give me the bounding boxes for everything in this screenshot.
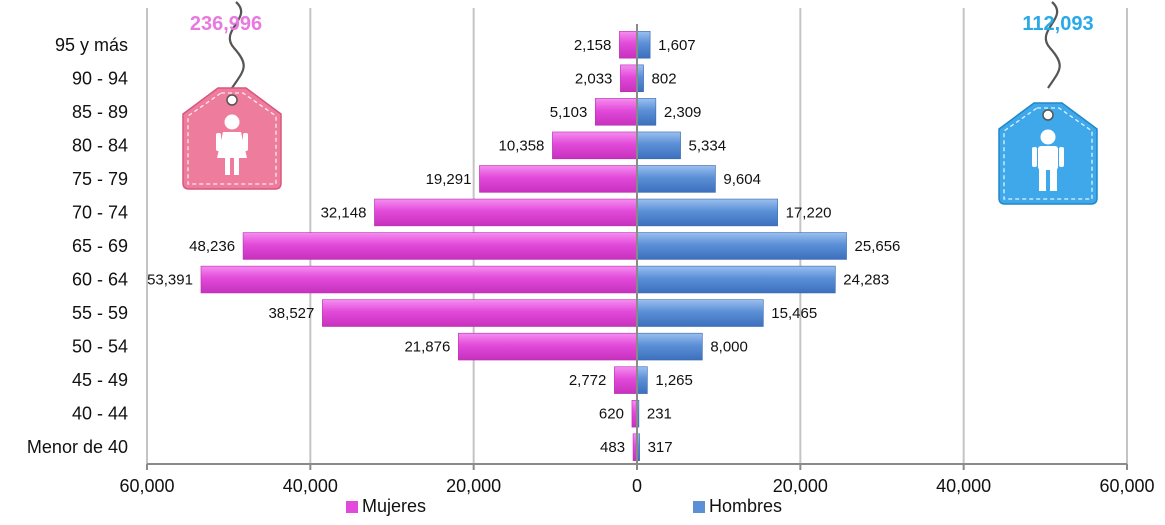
bar-hombres xyxy=(636,232,847,260)
category-label: 60 - 64 xyxy=(72,270,128,290)
value-label-hombres: 8,000 xyxy=(710,339,748,356)
woman-leg xyxy=(234,157,239,175)
value-label-mujeres: 2,158 xyxy=(574,37,612,54)
value-label-mujeres: 2,033 xyxy=(575,70,613,87)
man-leg xyxy=(1050,169,1057,191)
bar-mujeres xyxy=(552,131,638,160)
bar-hombres xyxy=(636,31,651,59)
value-label-hombres: 1,607 xyxy=(658,37,696,54)
value-label-hombres: 317 xyxy=(648,439,673,456)
value-label-mujeres: 483 xyxy=(600,439,625,456)
woman-arm xyxy=(243,133,248,151)
value-label-mujeres: 5,103 xyxy=(550,104,588,121)
value-label-hombres: 231 xyxy=(647,406,672,423)
value-label-mujeres: 2,772 xyxy=(569,372,607,389)
value-label-mujeres: 48,236 xyxy=(189,238,235,255)
category-label: 40 - 44 xyxy=(72,404,128,424)
bar-hombres xyxy=(636,98,657,126)
value-label-mujeres: 620 xyxy=(599,406,624,423)
value-label-hombres: 25,656 xyxy=(855,238,901,255)
bar-mujeres xyxy=(242,232,638,260)
x-tick-label: 60,000 xyxy=(1099,476,1154,496)
man-arm xyxy=(1032,147,1037,167)
woman-arm xyxy=(216,133,221,151)
value-label-mujeres: 10,358 xyxy=(499,137,545,154)
category-label: 85 - 89 xyxy=(72,102,128,122)
bar-hombres xyxy=(636,299,764,327)
value-label-hombres: 15,465 xyxy=(771,305,817,322)
woman-head xyxy=(224,114,240,130)
tag-stitching xyxy=(187,92,277,185)
category-label: 80 - 84 xyxy=(72,135,128,155)
woman-leg xyxy=(225,157,230,175)
x-tick-label: 40,000 xyxy=(936,476,991,496)
tag-string xyxy=(228,1,245,89)
value-label-hombres: 24,283 xyxy=(843,272,889,289)
bar-hombres xyxy=(636,165,716,193)
category-label: 75 - 79 xyxy=(72,169,128,189)
category-label: 65 - 69 xyxy=(72,236,128,256)
category-label: Menor de 40 xyxy=(27,437,128,457)
bar-mujeres xyxy=(322,299,638,327)
man-arm xyxy=(1059,147,1064,167)
x-tick-label: 20,000 xyxy=(446,476,501,496)
value-label-hombres: 5,334 xyxy=(689,137,727,154)
female-price-tag-icon: 236,996 xyxy=(182,1,282,190)
bar-mujeres xyxy=(614,366,638,394)
legend-label-mujeres: Mujeres xyxy=(362,496,426,516)
value-label-mujeres: 21,876 xyxy=(404,339,450,356)
value-label-hombres: 9,604 xyxy=(723,171,761,188)
tag-hole xyxy=(226,94,238,106)
tag-string xyxy=(1044,1,1061,89)
bar-hombres xyxy=(636,366,648,394)
category-label: 70 - 74 xyxy=(72,202,128,222)
value-label-hombres: 802 xyxy=(652,70,677,87)
bar-hombres xyxy=(636,265,836,294)
man-head xyxy=(1040,129,1056,145)
bar-mujeres xyxy=(620,64,638,93)
legend-swatch-hombres xyxy=(693,501,705,513)
value-label-hombres: 17,220 xyxy=(786,204,832,221)
female-price-tag-total: 236,996 xyxy=(190,13,262,35)
category-label: 90 - 94 xyxy=(72,68,128,88)
value-label-mujeres: 32,148 xyxy=(321,204,367,221)
value-label-mujeres: 38,527 xyxy=(268,305,314,322)
category-label: 45 - 49 xyxy=(72,370,128,390)
bar-mujeres xyxy=(458,332,638,361)
x-tick-label: 60,000 xyxy=(119,476,174,496)
legend-label-hombres: Hombres xyxy=(709,496,782,516)
x-tick-label: 0 xyxy=(632,476,642,496)
bar-mujeres xyxy=(200,265,638,294)
bar-mujeres xyxy=(619,31,638,59)
category-label: 55 - 59 xyxy=(72,303,128,323)
bar-mujeres xyxy=(374,198,638,227)
value-label-mujeres: 53,391 xyxy=(147,272,193,289)
category-label: 95 y más xyxy=(55,35,128,55)
tag-stitching xyxy=(1003,107,1093,200)
bar-hombres xyxy=(636,131,681,160)
male-price-tag-icon: 112,093 xyxy=(998,1,1098,205)
male-price-tag-total: 112,093 xyxy=(1022,13,1093,35)
bar-mujeres xyxy=(595,98,638,126)
bar-hombres xyxy=(636,332,703,361)
x-tick-label: 40,000 xyxy=(283,476,338,496)
tag-hole xyxy=(1042,109,1054,121)
man-torso xyxy=(1038,146,1058,170)
man-leg xyxy=(1039,169,1046,191)
x-tick-label: 20,000 xyxy=(773,476,828,496)
value-label-hombres: 1,265 xyxy=(655,372,693,389)
legend-swatch-mujeres xyxy=(346,501,358,513)
category-label: 50 - 54 xyxy=(72,337,128,357)
value-label-mujeres: 19,291 xyxy=(426,171,472,188)
bar-mujeres xyxy=(479,165,638,193)
bar-hombres xyxy=(636,198,778,227)
value-label-hombres: 2,309 xyxy=(664,104,702,121)
woman-dress xyxy=(217,132,247,158)
